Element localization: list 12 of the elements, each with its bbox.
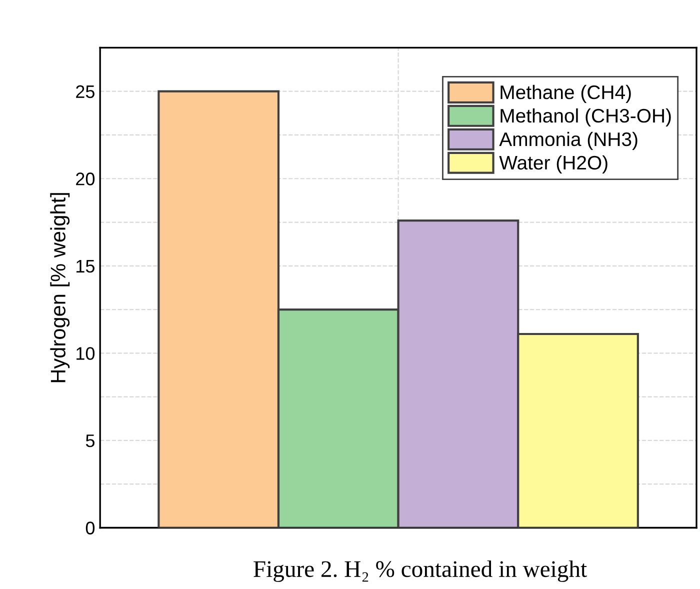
y-tick-label: 15: [76, 260, 94, 273]
y-tick-label: 25: [76, 85, 94, 98]
y-tick-label: 5: [86, 434, 94, 448]
legend-label: Water (H2O): [499, 155, 608, 174]
y-tick-label: 20: [76, 172, 95, 186]
legend-label: Methane (CH4): [500, 84, 631, 104]
caption: Figure 2. H₂ % contained in weight: [254, 560, 587, 582]
y-tick-label: 0: [86, 522, 95, 534]
y-tick-label: 10: [76, 347, 95, 360]
legend-label: Ammonia (NH3): [499, 132, 638, 150]
legend-label: Methanol (CH3-OH): [500, 108, 671, 126]
y-axis-title: Hydrogen [% weight]: [50, 193, 70, 382]
